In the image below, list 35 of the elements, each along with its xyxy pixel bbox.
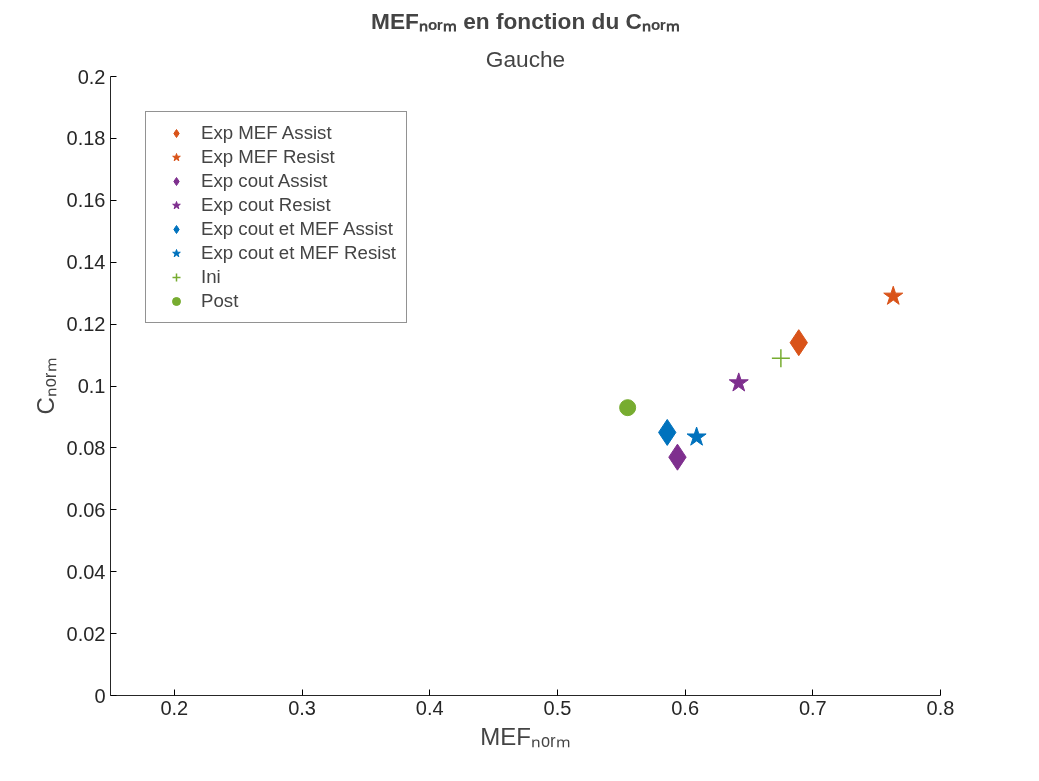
- x-tick-label: 0.6: [671, 696, 700, 719]
- legend-label: Exp MEF Resist: [201, 146, 335, 168]
- point: [686, 426, 707, 446]
- y-tick-label: 0: [94, 684, 106, 707]
- chart-subtitle: Gauche: [485, 45, 566, 72]
- y-tick-label: 0.16: [66, 189, 106, 212]
- y-tick-label: 0.18: [66, 127, 106, 150]
- legend-label: Exp cout et MEF Assist: [201, 218, 393, 240]
- x-tick-label: 0.4: [415, 696, 444, 719]
- x-tick-label: 0.2: [160, 696, 189, 719]
- y-tick-label: 0.12: [66, 313, 106, 336]
- x-tick-label: 0.8: [926, 696, 955, 719]
- x-tick-label: 0.5: [543, 696, 572, 719]
- legend-label: Ini: [201, 266, 221, 288]
- legend-label: Exp MEF Assist: [201, 122, 332, 144]
- y-tick-label: 0.1: [77, 375, 106, 397]
- chart-title: MEFₙₒᵣₘ en fonction du Cₙₒᵣₘ: [371, 7, 680, 34]
- legend-label: Exp cout et MEF Resist: [201, 242, 396, 264]
- x-tick-label: 0.3: [288, 696, 316, 719]
- x-tick-label: 0.7: [798, 696, 827, 719]
- x-axis-title: MEFₙₒᵣₘ: [480, 722, 571, 750]
- y-tick-label: 0.14: [66, 251, 106, 274]
- y-tick-label: 0.02: [66, 622, 106, 645]
- point: [771, 348, 791, 368]
- y-tick-label: 0.04: [66, 560, 106, 583]
- point: [728, 372, 749, 392]
- point: [883, 285, 904, 305]
- point: [619, 399, 637, 417]
- y-tick-label: 0.08: [66, 436, 106, 459]
- legend-label: Post: [201, 290, 239, 312]
- y-tick-label: 0.06: [66, 498, 106, 521]
- y-tick-label: 0.2: [77, 65, 106, 88]
- legend-label: Exp cout Assist: [201, 170, 328, 192]
- y-axis-title: Cₙₒᵣₘ: [31, 357, 59, 415]
- legend-label: Exp cout Resist: [201, 194, 331, 216]
